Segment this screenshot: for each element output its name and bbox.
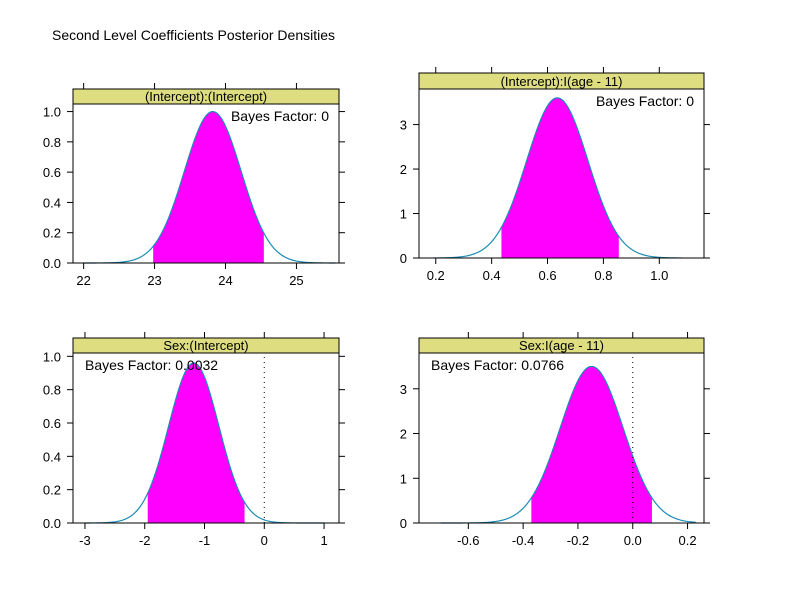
y-tick-label: 3 <box>400 118 407 133</box>
credible-interval-fill <box>531 366 652 523</box>
bayes-factor-label: Bayes Factor: 0.0032 <box>85 357 218 373</box>
credible-interval-fill <box>153 111 264 263</box>
y-tick-label: 2 <box>400 162 407 177</box>
density-curve <box>432 97 682 259</box>
y-tick-label: 1 <box>400 471 407 486</box>
strip-label: Sex:(Intercept) <box>163 338 248 353</box>
panel-1: (Intercept):(Intercept) 22 23 24 25 0.0 0.2 0.4… <box>43 83 345 288</box>
x-tick-label: -0.6 <box>457 533 479 548</box>
y-tick-label: 0.0 <box>43 516 61 531</box>
x-tick-label: 0.2 <box>679 533 697 548</box>
y-tick-label: 2 <box>400 427 407 442</box>
y-tick-label: 0.2 <box>43 226 61 241</box>
x-tick-label: 0.2 <box>427 268 445 283</box>
y-tick-label: 0.8 <box>43 383 61 398</box>
y-tick-label: 0.2 <box>43 483 61 498</box>
x-tick-label: 0.4 <box>483 268 501 283</box>
y-tick-label: 1.0 <box>43 105 61 120</box>
x-tick-label: 22 <box>76 273 90 288</box>
strip-label: (Intercept):I(age - 11) <box>501 74 623 89</box>
x-tick-label: 0.8 <box>594 268 612 283</box>
y-tick-label: 0.6 <box>43 165 61 180</box>
x-tick-label: 1.0 <box>650 268 668 283</box>
x-tick-label: 24 <box>218 273 232 288</box>
y-tick-label: 0 <box>400 251 407 266</box>
y-tick-label: 0 <box>400 516 407 531</box>
x-tick-label: -1 <box>199 533 211 548</box>
y-tick-label: 0.6 <box>43 416 61 431</box>
y-tick-label: 0.4 <box>43 195 61 210</box>
x-tick-label: 0 <box>261 533 268 548</box>
strip-label: Sex:I(age - 11) <box>519 338 604 353</box>
panel-3: Sex:(Intercept) -3 -2 -1 0 1 0.0 0.2 0.4 0.6 0.8 1.… <box>43 332 345 548</box>
panel-frame <box>418 352 705 524</box>
density-curve <box>83 110 336 264</box>
panel-frame <box>72 103 340 264</box>
x-tick-label: 25 <box>289 273 303 288</box>
y-tick-label: 3 <box>400 382 407 397</box>
x-tick-label: 0.6 <box>538 268 556 283</box>
y-tick-label: 0.0 <box>43 256 61 271</box>
x-tick-label: -0.2 <box>567 533 589 548</box>
x-tick-label: -0.4 <box>512 533 534 548</box>
x-tick-label: 1 <box>320 533 327 548</box>
panel-2: (Intercept):I(age - 11) 0.2 0.4 0.6 0.8 1.0 0 1… <box>400 67 710 283</box>
x-tick-label: 23 <box>147 273 161 288</box>
figure-title: Second Level Coefficients Posterior Dens… <box>52 27 336 43</box>
y-tick-label: 1 <box>400 207 407 222</box>
strip-label: (Intercept):(Intercept) <box>145 89 267 104</box>
bayes-factor-label: Bayes Factor: 0 <box>596 93 694 109</box>
credible-interval-fill <box>147 363 245 523</box>
y-tick-label: 1.0 <box>43 349 61 364</box>
x-tick-label: 0.0 <box>624 533 642 548</box>
x-tick-label: -2 <box>139 533 151 548</box>
y-tick-label: 0.8 <box>43 135 61 150</box>
bayes-factor-label: Bayes Factor: 0.0766 <box>431 357 564 373</box>
credible-interval-fill <box>501 97 619 259</box>
panel-frame <box>418 88 705 259</box>
panel-4: Sex:I(age - 11) -0.6 -0.4 -0.2 0.0 0.2 0 1 2 3 Bay… <box>400 332 710 548</box>
x-tick-label: -3 <box>79 533 91 548</box>
bayes-factor-label: Bayes Factor: 0 <box>231 108 329 124</box>
panel-frame <box>72 352 340 524</box>
y-tick-label: 0.4 <box>43 449 61 464</box>
